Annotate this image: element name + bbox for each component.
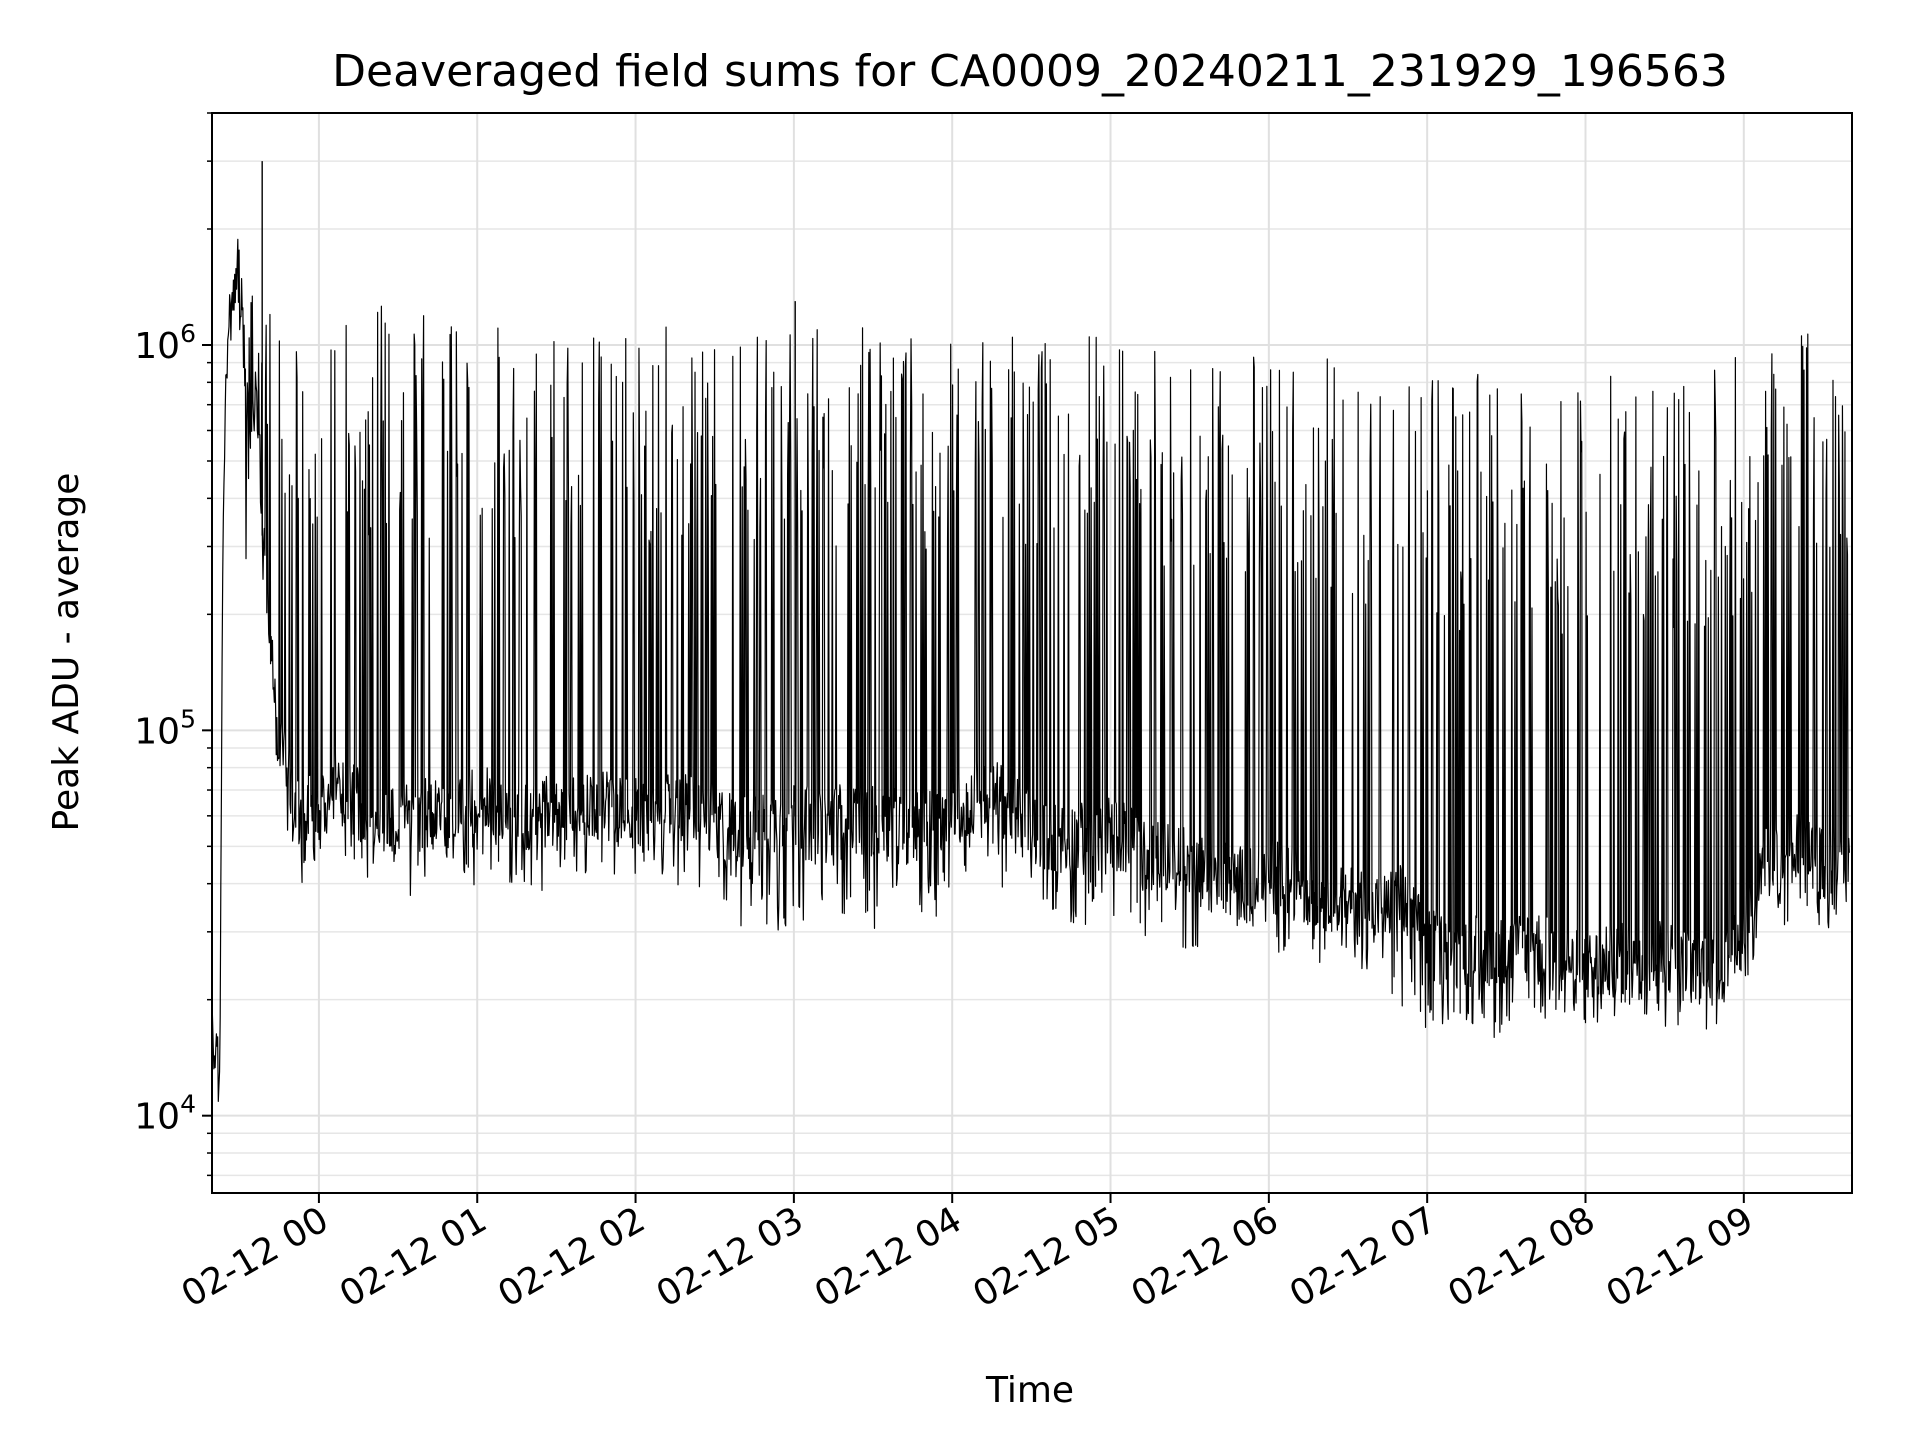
y-tick-label: 106 <box>134 319 196 367</box>
x-axis-label: Time <box>985 1370 1074 1411</box>
x-tick-label: 02-12 02 <box>491 1199 652 1315</box>
x-tick-label: 02-12 09 <box>1600 1199 1761 1315</box>
chart-title: Deaveraged field sums for CA0009_2024021… <box>332 46 1728 97</box>
x-tick-label: 02-12 05 <box>966 1199 1127 1315</box>
x-tick-label: 02-12 01 <box>333 1199 494 1315</box>
y-axis-label: Peak ADU - average <box>46 473 87 832</box>
x-tick-label: 02-12 00 <box>175 1199 336 1315</box>
y-axis: 104 105 106 <box>134 112 212 1177</box>
x-tick-label: 02-12 04 <box>808 1199 969 1315</box>
y-tick-label: 105 <box>134 704 196 752</box>
plot-frame <box>211 112 1853 1194</box>
series-path <box>211 238 1850 1102</box>
x-tick-label: 02-12 03 <box>650 1199 811 1315</box>
x-tick-label: 02-12 08 <box>1441 1199 1602 1315</box>
x-tick-label: 02-12 07 <box>1283 1199 1444 1315</box>
series-line <box>211 161 1850 1102</box>
y-tick-label: 104 <box>134 1090 196 1138</box>
x-tick-label: 02-12 06 <box>1125 1199 1286 1315</box>
